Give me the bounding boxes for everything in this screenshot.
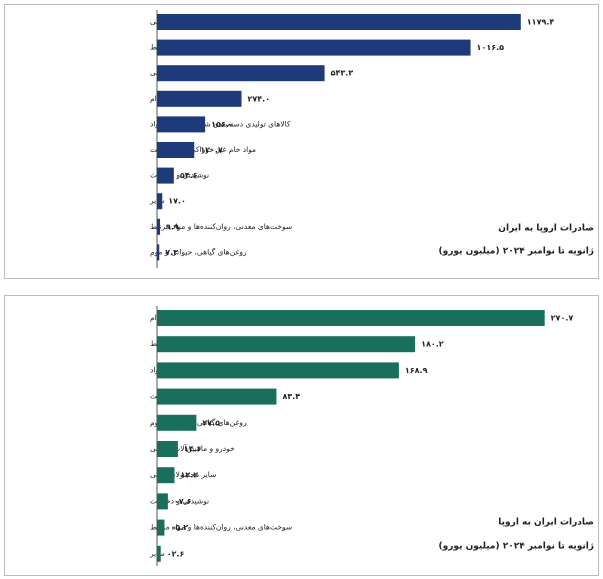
panel-frame (4, 4, 599, 279)
bar (157, 167, 174, 184)
chart-title: صادرات ایران به اروپا (498, 518, 594, 528)
bar (157, 545, 161, 562)
bar (157, 414, 197, 431)
category-label: سوخت‌های معدنی، روان‌کننده‌ها و مواد مرت… (150, 222, 292, 231)
bar (157, 336, 416, 353)
bar (157, 116, 206, 133)
category-label: سایر (149, 549, 165, 558)
value-label: ۷.۳ (165, 248, 178, 257)
bar (157, 441, 178, 457)
bar (157, 142, 195, 158)
bar (157, 39, 471, 56)
value-label: ۰۷.۶ (174, 497, 192, 506)
chart-subtitle: ژانویه تا نوامبر ۲۰۲۴ (میلیون یورو) (439, 542, 594, 552)
bar (157, 14, 521, 30)
category-label: روغن‌های گیاهی، حیوانی و موم (150, 418, 247, 427)
bar (157, 310, 545, 326)
category-label: سایر (149, 196, 165, 205)
value-label: ۱۲.۲ (180, 471, 198, 480)
bar (157, 218, 161, 235)
value-label: ۵۴۳.۳ (331, 69, 354, 78)
category-label: روغن‌های گیاهی، حیوانی و موم (150, 247, 247, 256)
bar (157, 519, 165, 536)
panel-frame (4, 295, 599, 576)
bar (157, 493, 168, 510)
category-label: نوشیدنی و دخانیات (150, 496, 209, 505)
value-label: ۱۰۱۶.۵ (477, 43, 505, 52)
bar (157, 193, 163, 210)
bar (157, 244, 160, 261)
category-label: نوشیدنی و دخانیات (150, 171, 209, 180)
bar (157, 388, 277, 405)
bar (157, 362, 399, 379)
bar (157, 90, 242, 107)
value-label: ۹.۹ (166, 222, 179, 231)
value-label: ۱۱۷۹.۴ (527, 18, 555, 27)
category-label: سوخت‌های معدنی، روان‌کننده‌ها و مواد مرت… (150, 523, 292, 532)
category-label: کالاهای تولیدی دسته‌بندی شده بر اساس موا… (150, 119, 291, 128)
value-label: ۱۷.۰ (168, 197, 186, 206)
value-label: ۱۸۰.۲ (421, 340, 444, 349)
value-label: ۲۷۰.۷ (551, 314, 574, 323)
bar (157, 467, 175, 484)
value-label: ۰۲.۶ (167, 549, 185, 558)
value-label: ۲۷.۵ (202, 418, 220, 427)
value-label: ۵۴.۶ (180, 171, 198, 180)
category-label: خودرو و ماشین‌آلات صنعتی (150, 443, 235, 453)
value-label: ۲۷۴.۰ (248, 94, 271, 103)
value-label: ۱۵۶.۰ (211, 120, 234, 129)
value-label: ۱۶۸.۹ (405, 366, 428, 375)
chart-title: صادرات اروپا به ایران (498, 224, 594, 234)
category-label: مواد خام غیر خوراکی، غیر سوخت (150, 145, 256, 154)
category-label: سایر محصولات نهایی (150, 470, 216, 479)
value-label: ۸۳.۴ (282, 392, 300, 401)
value-label: ۰۵.۲ (170, 523, 188, 532)
value-label: ۱۴.۶ (184, 445, 202, 454)
value-label: ۱۲۰.۷ (200, 146, 223, 155)
chart-subtitle: ژانویه تا نوامبر ۲۰۲۴ (میلیون یورو) (439, 247, 594, 257)
bar (157, 65, 325, 82)
